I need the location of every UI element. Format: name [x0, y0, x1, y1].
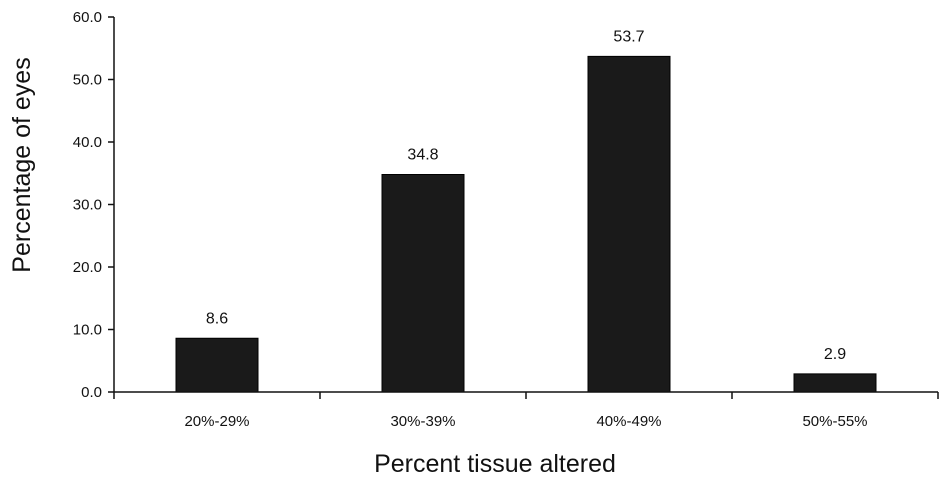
- y-tick-label: 0.0: [81, 384, 102, 401]
- x-tick-label: 20%-29%: [184, 413, 249, 430]
- y-tick-label: 40.0: [73, 134, 102, 151]
- data-label-2: 34.8: [407, 147, 438, 164]
- y-tick-label: 30.0: [73, 197, 102, 214]
- bar-3: [587, 55, 671, 393]
- y-axis-title: Percentage of eyes: [8, 57, 36, 272]
- y-axis-ticks: 0.0 10.0 20.0 30.0 40.0 50.0 60.0: [73, 9, 114, 401]
- data-label-3: 53.7: [613, 28, 644, 45]
- x-tick-label: 50%-55%: [802, 413, 867, 430]
- data-label-4: 2.9: [824, 346, 846, 363]
- x-tick-label: 40%-49%: [596, 413, 661, 430]
- x-tick-label: 30%-39%: [390, 413, 455, 430]
- y-tick-label: 50.0: [73, 72, 102, 89]
- y-tick-label: 10.0: [73, 322, 102, 339]
- bar-4: [793, 373, 877, 393]
- data-label-1: 8.6: [206, 310, 228, 327]
- bar-2: [381, 174, 465, 393]
- x-axis-ticks: 20%-29% 30%-39% 40%-49% 50%-55%: [113, 392, 939, 430]
- y-tick-label: 20.0: [73, 259, 102, 276]
- x-axis-title: Percent tissue altered: [374, 450, 616, 478]
- bars: 8.6 34.8 53.7 2.9: [175, 28, 877, 393]
- bar-1: [175, 337, 259, 393]
- y-tick-label: 60.0: [73, 9, 102, 26]
